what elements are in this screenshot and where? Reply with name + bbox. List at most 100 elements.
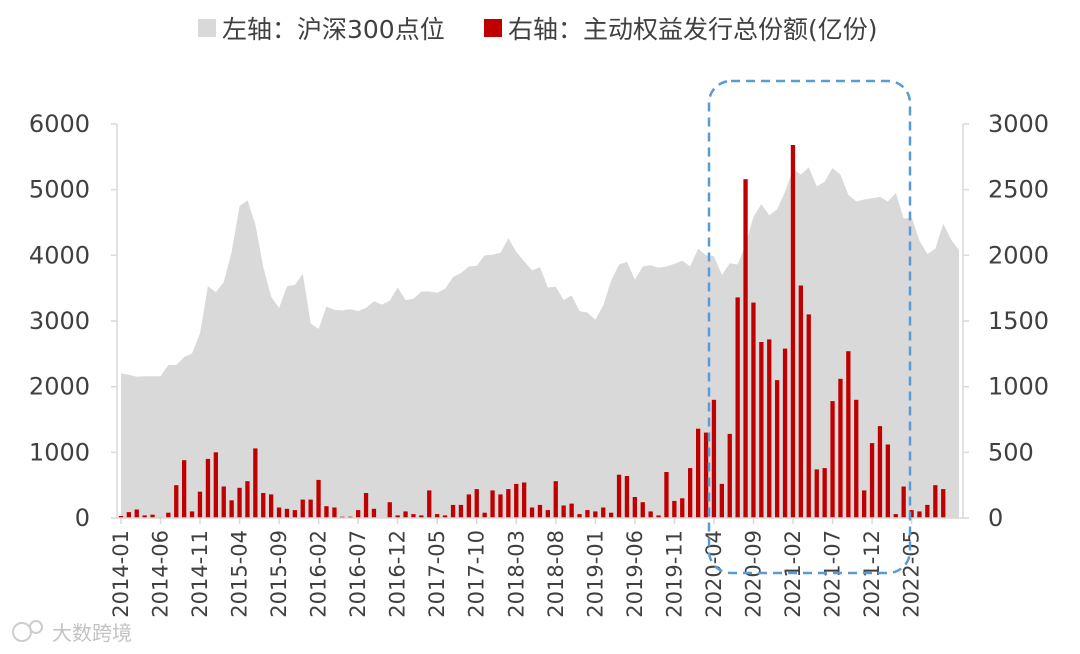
issuance-bar bbox=[585, 510, 590, 518]
issuance-bar bbox=[221, 486, 226, 518]
issuance-bar bbox=[118, 516, 124, 518]
issuance-bar bbox=[561, 505, 566, 518]
left-axis-ticks: 0 1000 2000 3000 4000 5000 6000 bbox=[29, 110, 117, 532]
issuance-bar bbox=[941, 489, 946, 518]
issuance-bar bbox=[300, 499, 305, 518]
right-tick-label: 500 bbox=[988, 438, 1034, 466]
issuance-bar bbox=[474, 489, 479, 518]
x-axis-ticks: 2014-01 2014-06 2014-11 2015-04 2015-09 2016-… bbox=[109, 518, 924, 618]
issuance-bar bbox=[775, 380, 780, 518]
issuance-bar bbox=[632, 497, 637, 518]
issuance-bar bbox=[150, 514, 155, 518]
issuance-bar bbox=[284, 508, 290, 518]
x-tick-label: 2018-03 bbox=[504, 530, 528, 618]
issuance-bar bbox=[245, 481, 250, 518]
right-tick-label: 1000 bbox=[988, 373, 1049, 401]
issuance-bar bbox=[869, 443, 875, 518]
issuance-bar bbox=[814, 469, 819, 518]
x-tick-label: 2016-12 bbox=[386, 530, 410, 618]
issuance-bar bbox=[332, 507, 337, 518]
issuance-bar bbox=[427, 490, 432, 518]
issuance-bar bbox=[917, 511, 922, 518]
left-tick-label: 1000 bbox=[29, 438, 90, 466]
issuance-bar bbox=[743, 179, 748, 518]
issuance-bar bbox=[498, 494, 503, 518]
issuance-bar bbox=[798, 285, 803, 518]
issuance-bar bbox=[601, 507, 606, 518]
issuance-bar bbox=[624, 476, 630, 518]
left-tick-label: 0 bbox=[75, 504, 90, 532]
left-tick-label: 5000 bbox=[29, 176, 90, 204]
x-tick-label: 2019-06 bbox=[623, 530, 647, 618]
left-tick-label: 2000 bbox=[29, 373, 90, 401]
issuance-bar bbox=[371, 508, 377, 518]
issuance-bar bbox=[680, 498, 685, 518]
issuance-bar bbox=[609, 512, 614, 518]
issuance-bar bbox=[419, 515, 424, 518]
issuance-bar bbox=[292, 510, 297, 518]
issuance-bar bbox=[696, 428, 701, 518]
issuance-bar bbox=[269, 494, 274, 518]
x-tick-label: 2017-10 bbox=[465, 530, 489, 618]
x-tick-label: 2018-08 bbox=[544, 530, 568, 618]
right-axis-ticks: 0 500 1000 1500 2000 2500 3000 bbox=[963, 110, 1049, 532]
issuance-bar bbox=[593, 511, 598, 518]
issuance-bar bbox=[616, 474, 622, 518]
x-tick-label: 2019-01 bbox=[583, 530, 607, 618]
issuance-bar bbox=[166, 512, 171, 518]
issuance-bar bbox=[442, 515, 448, 518]
issuance-bar bbox=[324, 506, 329, 518]
issuance-bar bbox=[395, 515, 400, 518]
issuance-bar bbox=[822, 468, 827, 518]
issuance-bar bbox=[790, 145, 796, 518]
left-tick-label: 6000 bbox=[29, 110, 90, 138]
issuance-bar bbox=[782, 348, 788, 518]
issuance-bar bbox=[482, 512, 487, 518]
issuance-bar bbox=[735, 297, 740, 518]
issuance-bar bbox=[640, 502, 645, 518]
issuance-bar bbox=[316, 479, 321, 518]
issuance-bar bbox=[901, 486, 906, 518]
x-tick-label: 2014-06 bbox=[149, 530, 173, 618]
issuance-bar bbox=[672, 500, 677, 518]
legend-swatch-issuance bbox=[484, 19, 502, 37]
legend: 左轴：沪深300点位 右轴：主动权益发行总份额(亿份) bbox=[198, 15, 878, 44]
issuance-bar bbox=[387, 502, 392, 518]
issuance-bar bbox=[308, 499, 313, 518]
hs300-area bbox=[121, 167, 959, 519]
issuance-bar bbox=[205, 458, 211, 518]
watermark-logo-icon bbox=[12, 622, 32, 642]
issuance-bar bbox=[545, 510, 550, 518]
issuance-bar bbox=[854, 399, 859, 518]
issuance-bar bbox=[514, 483, 519, 518]
legend-label-issuance: 右轴：主动权益发行总份额(亿份) bbox=[508, 15, 878, 44]
issuance-bar bbox=[751, 302, 756, 518]
issuance-bar bbox=[174, 485, 179, 518]
issuance-bar bbox=[885, 444, 890, 518]
issuance-bar bbox=[830, 401, 835, 518]
left-tick-label: 3000 bbox=[29, 307, 90, 335]
x-tick-label: 2017-05 bbox=[425, 530, 449, 618]
issuance-bar bbox=[213, 452, 218, 518]
issuance-bar bbox=[767, 339, 772, 518]
issuance-bar bbox=[925, 504, 930, 518]
right-tick-label: 0 bbox=[988, 504, 1003, 532]
issuance-bar bbox=[450, 504, 456, 518]
right-tick-label: 2000 bbox=[988, 241, 1049, 269]
issuance-bar bbox=[703, 432, 709, 518]
issuance-bar bbox=[664, 472, 669, 518]
issuance-bar bbox=[466, 494, 471, 518]
issuance-bar bbox=[197, 491, 203, 518]
issuance-bar bbox=[522, 482, 527, 518]
issuance-bar bbox=[529, 507, 535, 518]
issuance-bar bbox=[276, 507, 282, 518]
legend-label-hs300: 左轴：沪深300点位 bbox=[222, 15, 445, 44]
x-tick-label: 2016-02 bbox=[307, 530, 331, 618]
issuance-bar bbox=[537, 504, 543, 518]
issuance-bar bbox=[363, 493, 369, 518]
issuance-bar bbox=[403, 511, 408, 518]
left-tick-label: 4000 bbox=[29, 241, 90, 269]
issuance-bar bbox=[688, 468, 693, 518]
issuance-bar bbox=[893, 514, 898, 518]
issuance-bar bbox=[727, 433, 732, 518]
